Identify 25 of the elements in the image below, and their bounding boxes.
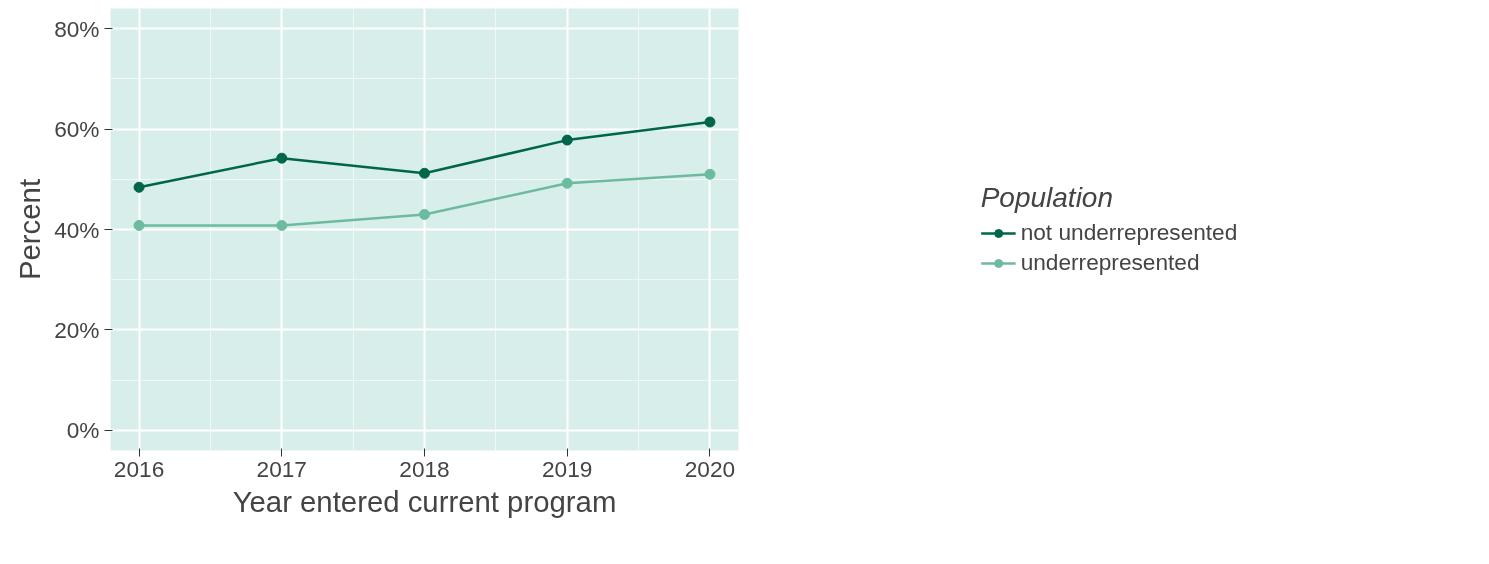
y-tick-label: 40% xyxy=(54,216,100,243)
y-tick-label: 0% xyxy=(66,417,100,444)
point xyxy=(133,219,145,231)
point xyxy=(704,168,716,180)
x-tick-label: 2017 xyxy=(256,455,307,482)
point xyxy=(133,181,145,193)
y-axis-title: Percent xyxy=(13,178,47,281)
legend-title: Population xyxy=(980,182,1114,214)
legend-label: not underrepresented xyxy=(1020,219,1238,246)
y-tick-label: 20% xyxy=(54,316,100,343)
point xyxy=(561,177,573,189)
x-tick-label: 2020 xyxy=(684,455,736,482)
point xyxy=(419,208,430,220)
point xyxy=(276,152,288,164)
point xyxy=(704,116,716,128)
y-tick-label: 60% xyxy=(54,116,100,143)
x-axis-title: Year entered current program xyxy=(232,484,617,518)
point xyxy=(419,167,430,179)
y-tick-label: 80% xyxy=(54,15,100,42)
legend-label: underrepresented xyxy=(1020,249,1200,276)
point xyxy=(276,219,288,231)
x-tick-label: 2019 xyxy=(542,455,593,482)
x-tick-label: 2018 xyxy=(399,455,450,482)
point xyxy=(561,134,573,146)
x-tick-label: 2016 xyxy=(113,455,165,482)
